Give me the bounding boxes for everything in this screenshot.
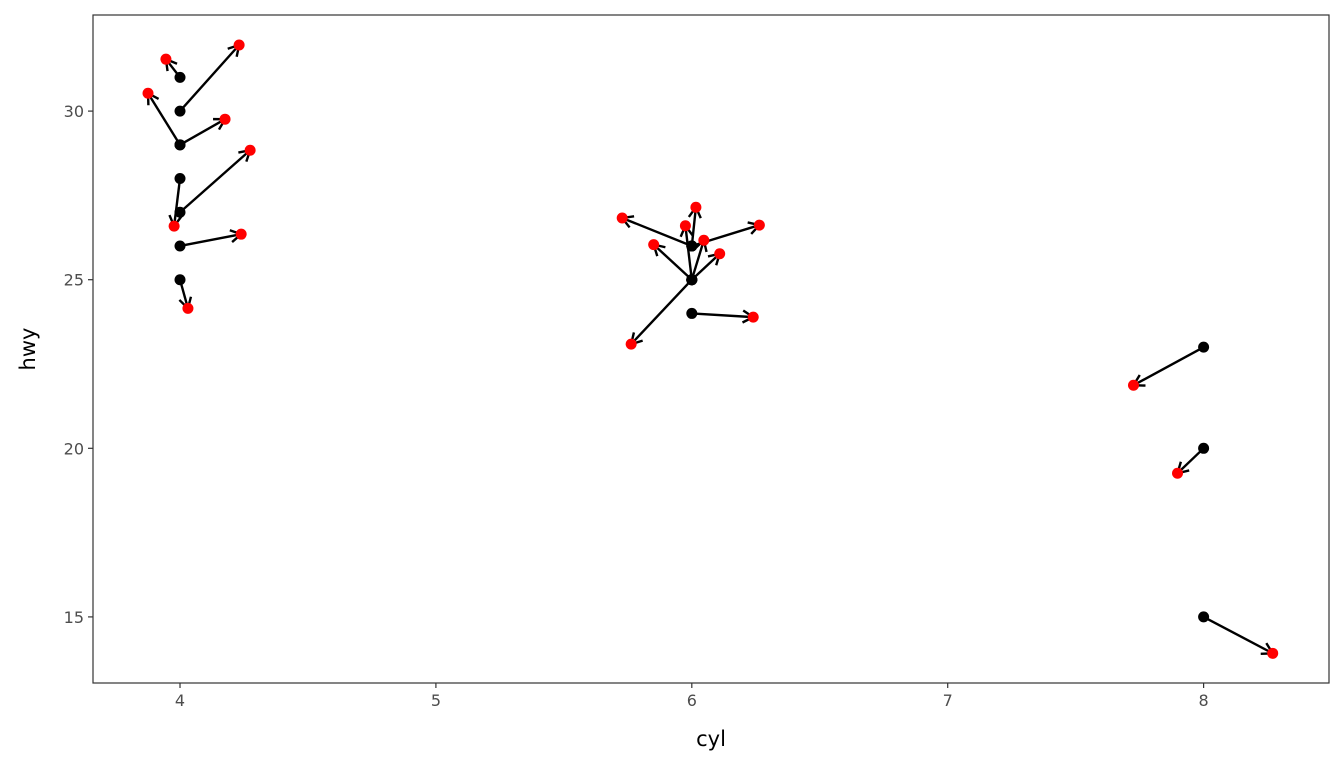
x-tick-label: 8 (1199, 691, 1209, 710)
jittered-point (714, 248, 726, 260)
original-point (174, 105, 186, 117)
jittered-point (244, 144, 256, 156)
y-tick-label: 15 (64, 608, 84, 627)
plot-panel (92, 14, 1330, 684)
arrow-segment (690, 239, 705, 281)
original-point (686, 240, 698, 252)
original-point (174, 274, 186, 286)
jittered-point (679, 220, 691, 232)
jittered-point (648, 239, 660, 251)
y-tick-label: 30 (64, 102, 84, 121)
original-point (1198, 442, 1210, 454)
arrow-segment (179, 233, 242, 248)
arrow-segment (172, 178, 182, 227)
arrow-segment (690, 252, 721, 281)
jittered-point (625, 338, 637, 350)
jittered-point (1267, 647, 1279, 659)
x-tick-label: 7 (943, 691, 953, 710)
original-point (174, 206, 186, 218)
original-point (174, 71, 186, 83)
jittered-point (1127, 379, 1139, 391)
arrow-segment (621, 216, 693, 248)
arrow-segment (179, 118, 226, 146)
y-tick-label: 20 (64, 439, 84, 458)
x-axis-title: cyl (696, 727, 726, 751)
arrow-segment (630, 278, 693, 345)
jittered-point (168, 220, 180, 232)
arrow-segment (684, 225, 693, 280)
original-point (686, 307, 698, 319)
jittered-point (160, 53, 172, 65)
jittered-point (747, 311, 759, 323)
arrow-segment (179, 44, 241, 112)
arrow-segment (1132, 346, 1205, 387)
original-point (686, 274, 698, 286)
jittered-point (142, 87, 154, 99)
jittered-point (219, 113, 231, 125)
y-axis-title: hwy (16, 328, 40, 371)
original-point (1198, 611, 1210, 623)
x-tick-label: 6 (687, 691, 697, 710)
x-tick-label: 4 (175, 691, 185, 710)
y-tick-label: 25 (64, 271, 84, 290)
arrow-segment (1176, 447, 1205, 475)
jittered-point (182, 302, 194, 314)
arrow-segment (652, 243, 693, 281)
arrow-segment (1203, 615, 1274, 655)
arrow-segment (691, 312, 754, 319)
original-point (174, 240, 186, 252)
jittered-point (753, 219, 765, 231)
original-point (174, 173, 186, 185)
jittered-point (235, 228, 247, 240)
arrow-segment (690, 207, 698, 247)
arrow-segment (146, 92, 182, 146)
jittered-point (690, 201, 702, 213)
jittered-point (233, 39, 245, 51)
x-tick-label: 5 (431, 691, 441, 710)
arrow-segment (179, 149, 251, 214)
jittered-point (616, 212, 628, 224)
jittered-point (1172, 467, 1184, 479)
original-point (1198, 341, 1210, 353)
original-point (174, 139, 186, 151)
jittered-point (698, 234, 710, 246)
